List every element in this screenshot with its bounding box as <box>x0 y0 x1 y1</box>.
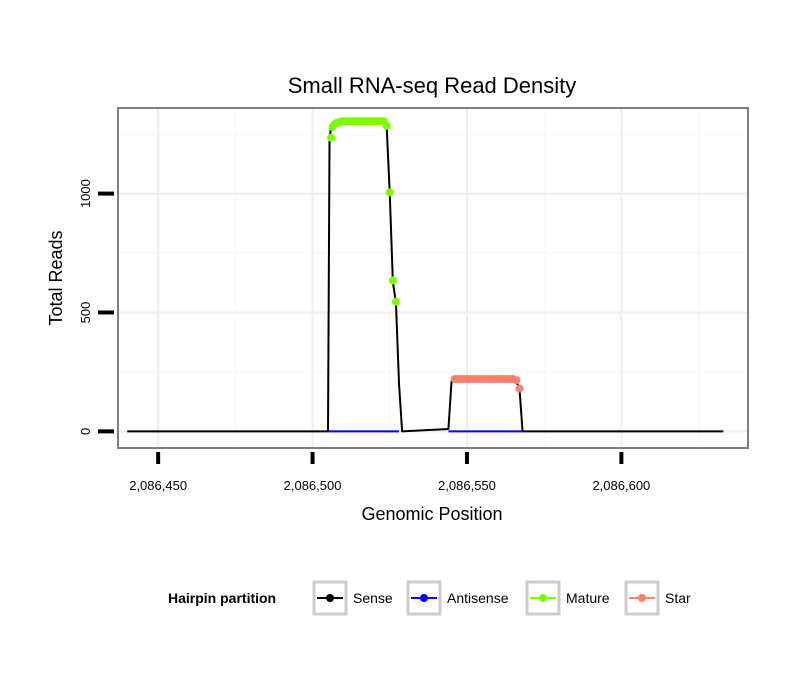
plot-background <box>118 108 748 448</box>
legend: Hairpin partition Sense Antisense Mature St… <box>168 580 691 616</box>
y-axis: 0 500 1000 <box>78 179 114 435</box>
legend-key-point <box>539 594 547 602</box>
legend-key-point <box>326 594 334 602</box>
mature-point <box>391 297 400 306</box>
legend-label-mature: Mature <box>566 590 610 606</box>
legend-label-antisense: Antisense <box>447 590 509 606</box>
y-tick-label: 1000 <box>78 179 93 208</box>
mature-point <box>388 276 397 285</box>
x-axis: 2,086,450 2,086,500 2,086,550 2,086,600 <box>129 452 650 493</box>
legend-label-sense: Sense <box>353 590 393 606</box>
star-point <box>512 376 521 385</box>
y-tick-label: 500 <box>78 302 93 324</box>
y-tick-label: 0 <box>78 428 93 435</box>
x-tick-label: 2,086,600 <box>592 478 650 493</box>
legend-key-point <box>638 594 646 602</box>
mature-point <box>382 121 391 130</box>
x-tick-label: 2,086,450 <box>129 478 187 493</box>
x-axis-title: Genomic Position <box>361 504 502 524</box>
x-tick-label: 2,086,500 <box>284 478 342 493</box>
plot-border <box>117 107 749 449</box>
legend-entry-mature: Mature <box>525 580 610 616</box>
star-point <box>515 384 524 393</box>
plot-panel <box>117 107 749 449</box>
chart-title: Small RNA-seq Read Density <box>288 73 577 98</box>
legend-label-star: Star <box>665 590 691 606</box>
legend-entry-sense: Sense <box>312 580 393 616</box>
legend-entries: Sense Antisense Mature Star <box>312 580 691 616</box>
y-axis-title: Total Reads <box>46 230 66 325</box>
legend-key-point <box>420 594 428 602</box>
legend-entry-star: Star <box>624 580 691 616</box>
mature-point <box>327 133 336 142</box>
legend-title: Hairpin partition <box>168 590 276 606</box>
mature-point <box>385 188 394 197</box>
legend-entry-antisense: Antisense <box>406 580 509 616</box>
series-layer <box>127 117 724 433</box>
x-tick-label: 2,086,550 <box>438 478 496 493</box>
